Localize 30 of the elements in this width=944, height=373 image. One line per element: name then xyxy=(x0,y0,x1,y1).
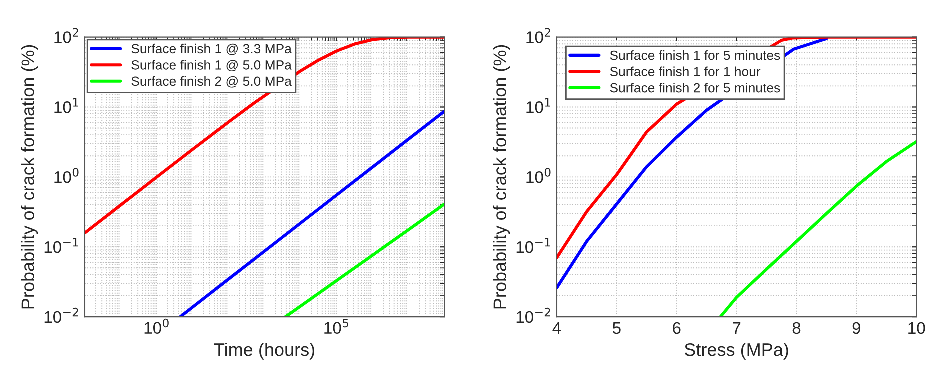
y-tick-label: 10$^{−2}$ xyxy=(516,308,550,324)
y-tick-label: 10$^{1}$ xyxy=(54,98,78,114)
x-axis-title: Stress (MPa) xyxy=(684,343,788,360)
y-axis-title: Probability of crack formation (%) xyxy=(21,45,38,309)
x-tick-label: 10$^{5}$ xyxy=(324,318,348,334)
x-tick-label: 7 xyxy=(733,322,741,334)
y-tick-label: 10$^{0}$ xyxy=(54,168,79,184)
y-tick-label: 10$^{−1}$ xyxy=(44,238,78,254)
x-tick-label: 10$^{0}$ xyxy=(144,318,169,334)
y-axis-title: Probability of crack formation (%) xyxy=(493,45,510,309)
y-tick-label: 10$^{2}$ xyxy=(54,28,78,44)
x-axis-title: Time (hours) xyxy=(214,343,314,360)
legend-label: Surface finish 1 @ 3.3 MPa xyxy=(132,44,292,56)
legend-label: Surface finish 1 for 1 hour xyxy=(610,66,761,76)
legend-label: Surface finish 1 @ 5.0 MPa xyxy=(132,60,292,72)
x-tick-label: 8 xyxy=(792,322,801,334)
legend-label: Surface finish 2 @ 5.0 MPa xyxy=(132,76,292,88)
y-tick-label: 10$^{2}$ xyxy=(526,28,550,44)
y-tick-label: 10$^{0}$ xyxy=(526,168,551,184)
x-tick-label: 10 xyxy=(908,322,926,334)
y-tick-label: 10$^{−1}$ xyxy=(516,238,550,254)
legend-label: Surface finish 2 for 5 minutes xyxy=(610,83,780,93)
x-tick-label: 5 xyxy=(612,322,621,334)
x-tick-label: 6 xyxy=(673,322,681,334)
line-series xyxy=(719,140,917,318)
y-tick-label: 10$^{−2}$ xyxy=(44,308,78,324)
x-tick-label: 4 xyxy=(552,322,562,334)
legend-label: Surface finish 1 for 5 minutes xyxy=(610,50,780,60)
y-tick-label: 10$^{1}$ xyxy=(526,98,550,114)
x-tick-label: 9 xyxy=(852,322,861,334)
